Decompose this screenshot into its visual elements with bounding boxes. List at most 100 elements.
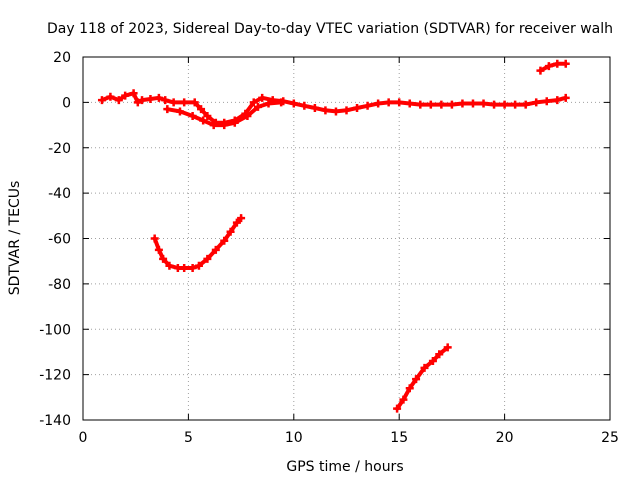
data-point bbox=[114, 96, 123, 105]
data-point bbox=[253, 102, 262, 111]
data-point bbox=[211, 245, 220, 254]
series-group bbox=[150, 214, 246, 272]
data-point bbox=[435, 350, 444, 359]
series-group bbox=[163, 98, 286, 130]
x-tick-label: 5 bbox=[184, 430, 193, 446]
data-point bbox=[188, 111, 197, 120]
data-point bbox=[129, 89, 138, 98]
data-point bbox=[243, 111, 252, 120]
data-point bbox=[220, 236, 229, 245]
data-point bbox=[277, 98, 286, 107]
y-tick-label: -20 bbox=[48, 141, 71, 157]
data-point bbox=[209, 121, 218, 130]
y-tick-label: 20 bbox=[53, 50, 71, 66]
data-point bbox=[169, 98, 178, 107]
data-point bbox=[363, 101, 372, 110]
data-point bbox=[161, 96, 170, 105]
data-point bbox=[220, 121, 229, 130]
data-point bbox=[106, 92, 115, 101]
y-axis-label: SDTVAR / TECUs bbox=[7, 181, 23, 296]
y-tick-label: -40 bbox=[48, 186, 71, 202]
data-point bbox=[194, 261, 203, 270]
data-point bbox=[203, 254, 212, 263]
data-point bbox=[437, 100, 446, 109]
data-point bbox=[159, 254, 168, 263]
data-point bbox=[426, 100, 435, 109]
data-point bbox=[197, 105, 206, 114]
data-point bbox=[447, 100, 456, 109]
data-point bbox=[384, 98, 393, 107]
data-point bbox=[258, 93, 267, 102]
data-point bbox=[180, 98, 189, 107]
data-point bbox=[150, 234, 159, 243]
data-point bbox=[405, 99, 414, 108]
data-point bbox=[264, 99, 273, 108]
data-point bbox=[121, 91, 130, 100]
data-point bbox=[553, 96, 562, 105]
data-point bbox=[428, 357, 437, 366]
data-point bbox=[199, 116, 208, 125]
data-point bbox=[146, 94, 155, 103]
y-tick-label: -80 bbox=[48, 277, 71, 293]
data-point bbox=[500, 100, 509, 109]
data-point bbox=[249, 98, 258, 107]
data-point bbox=[374, 99, 383, 108]
series-group bbox=[97, 89, 570, 127]
data-point bbox=[542, 97, 551, 106]
x-tick-label: 25 bbox=[601, 430, 619, 446]
data-point bbox=[342, 106, 351, 115]
data-point bbox=[97, 96, 106, 105]
data-point bbox=[163, 105, 172, 114]
data-point bbox=[412, 375, 421, 384]
y-tick-label: -120 bbox=[39, 368, 71, 384]
data-point bbox=[133, 98, 142, 107]
y-tick-label: 0 bbox=[62, 95, 71, 111]
data-point bbox=[188, 263, 197, 272]
data-point bbox=[490, 100, 499, 109]
chart-title: Day 118 of 2023, Sidereal Day-to-day VTE… bbox=[47, 21, 613, 37]
series-line bbox=[152, 216, 244, 270]
series-group bbox=[536, 59, 570, 75]
data-point bbox=[553, 59, 562, 68]
data-point bbox=[300, 101, 309, 110]
data-point bbox=[203, 111, 212, 120]
data-point bbox=[154, 245, 163, 254]
x-tick-label: 10 bbox=[285, 430, 303, 446]
data-point bbox=[521, 100, 530, 109]
data-point bbox=[138, 96, 147, 105]
data-point bbox=[479, 99, 488, 108]
data-point bbox=[536, 66, 545, 75]
x-tick-label: 20 bbox=[496, 430, 514, 446]
data-point bbox=[321, 106, 330, 115]
data-point bbox=[420, 363, 429, 372]
data-point bbox=[331, 107, 340, 116]
data-point bbox=[180, 263, 189, 272]
data-point bbox=[165, 261, 174, 270]
data-point bbox=[532, 98, 541, 107]
data-point bbox=[399, 395, 408, 404]
data-point bbox=[175, 107, 184, 116]
series-line bbox=[538, 61, 568, 73]
y-tick-label: -140 bbox=[39, 413, 71, 429]
series-group bbox=[393, 343, 452, 413]
data-point bbox=[561, 59, 570, 68]
data-point bbox=[544, 62, 553, 71]
data-point bbox=[458, 99, 467, 108]
x-tick-label: 0 bbox=[79, 430, 88, 446]
data-point bbox=[393, 404, 402, 413]
x-axis-label: GPS time / hours bbox=[286, 459, 403, 475]
data-point bbox=[154, 93, 163, 102]
y-tick-label: -100 bbox=[39, 322, 71, 338]
data-point bbox=[237, 214, 246, 223]
data-point bbox=[226, 227, 235, 236]
data-point bbox=[405, 384, 414, 393]
y-tick-label: -60 bbox=[48, 232, 71, 248]
series-layer bbox=[97, 59, 570, 413]
data-point bbox=[230, 118, 239, 127]
data-point bbox=[443, 343, 452, 352]
data-point bbox=[232, 218, 241, 227]
data-point bbox=[561, 93, 570, 102]
data-point bbox=[395, 98, 404, 107]
data-point bbox=[511, 100, 520, 109]
